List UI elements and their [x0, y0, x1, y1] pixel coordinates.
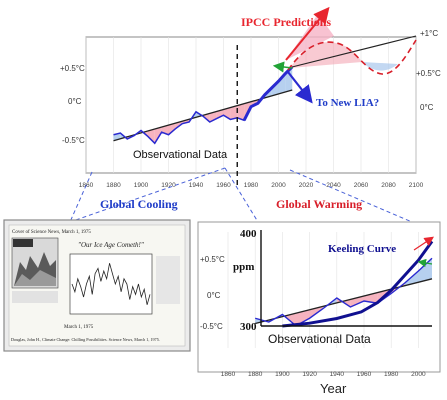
- bottom-chart: 400 300 ppm Keeling Curve Observational …: [197, 221, 441, 396]
- top-fill-segment: [237, 103, 245, 121]
- top-fill-segment: [223, 107, 231, 120]
- top-recent-warming-series: [242, 65, 294, 121]
- top-xtick-label-1900: 1900: [134, 182, 149, 189]
- top-ytick-label-1: 0°C: [68, 97, 82, 106]
- connector-right-1: [224, 167, 259, 223]
- top-xtick-label-1980: 1980: [244, 182, 259, 189]
- bottom-xtick-label-1900: 1900: [275, 371, 290, 378]
- new-lia-label: To New LIA?: [316, 97, 379, 109]
- green-trend-arrow: [272, 61, 293, 73]
- connector-left-1: [69, 167, 226, 223]
- lia-warm-fill: [290, 42, 362, 68]
- bottom-xtick-label-1860: 1860: [221, 371, 236, 378]
- green-mini-arrow: [417, 258, 433, 268]
- bottom-fill-segment: [418, 258, 432, 283]
- top-xtick-label-2020: 2020: [299, 182, 314, 189]
- clipping-footer: Douglas, John H., Climate Change: Chilli…: [11, 337, 160, 343]
- top-xtick-label-2060: 2060: [354, 182, 369, 189]
- keeling-curve-series: [282, 240, 434, 328]
- top-ytick-label-2: -0.5°C: [62, 136, 85, 145]
- bottom-ytick-label-0: +0.5°C: [200, 255, 225, 264]
- global-cooling-label: Global Cooling: [100, 197, 178, 211]
- global-warming-label: Global Warming: [276, 197, 362, 211]
- keeling-curve-label: Keeling Curve: [328, 243, 396, 255]
- bottom-xlabel: Year: [320, 381, 347, 396]
- co2-tick-300: 300: [240, 321, 257, 333]
- co2-tick-400: 400: [240, 228, 257, 240]
- top-xtick-label-2040: 2040: [326, 182, 341, 189]
- top-xtick-label-1880: 1880: [106, 182, 121, 189]
- ipcc-mini-arrow: [413, 236, 434, 251]
- ppm-label: ppm: [233, 261, 254, 273]
- clipping-title: "Our Ice Age Cometh!": [78, 241, 144, 249]
- bottom-xtick-label-1960: 1960: [357, 371, 372, 378]
- top-xtick-label-2100: 2100: [409, 182, 424, 189]
- mini-chart-note: [156, 256, 180, 304]
- top-observational-label: Observational Data: [133, 149, 228, 161]
- top-fill-segment: [278, 73, 286, 94]
- top-xtick-label-2000: 2000: [271, 182, 286, 189]
- top-xtick-label-2080: 2080: [381, 182, 396, 189]
- connector-right-2: [289, 169, 413, 223]
- connector-left-2: [69, 171, 93, 223]
- top-fill-segment: [147, 129, 155, 144]
- bottom-xtick-label-1940: 1940: [330, 371, 345, 378]
- top-projection-trend: [291, 35, 417, 68]
- clipping-date: March 1, 1975: [64, 325, 94, 330]
- top-fill-segment: [168, 123, 176, 135]
- top-fill-segment: [216, 109, 224, 119]
- bottom-fill-segment: [296, 309, 310, 326]
- top-right-ytick-label-1: +0.5°C: [416, 69, 441, 78]
- ipcc-arrow: [285, 6, 330, 61]
- lia-arrow: [287, 71, 313, 104]
- ipcc-predictions-label: IPCC Predictions: [241, 15, 331, 29]
- bottom-xtick-label-1920: 1920: [302, 371, 317, 378]
- bottom-gridlines: [227, 232, 419, 348]
- top-x-tick-labels: 1860188019001920194019601980200020202040…: [79, 182, 424, 189]
- magazine-cover-ice: [14, 270, 56, 286]
- top-xtick-label-1920: 1920: [161, 182, 176, 189]
- bottom-x-tick-labels: 1860 1880 1900 1920 1940 1960 1980 2000: [221, 371, 426, 378]
- bottom-ytick-label-2: -0.5°C: [200, 322, 223, 331]
- bottom-xtick-label-1980: 1980: [384, 371, 399, 378]
- top-chart: 1860188019001920194019601980200020202040…: [60, 6, 441, 189]
- mini-temperature-series: [71, 263, 151, 305]
- lia-prediction-curve: [287, 39, 417, 75]
- lia-cool-fill: [362, 62, 398, 71]
- clipping-caption-lines: [12, 291, 58, 303]
- top-right-ytick-label-2: 0°C: [420, 103, 434, 112]
- bottom-xtick-label-1880: 1880: [248, 371, 263, 378]
- bottom-ytick-label-1: 0°C: [207, 291, 221, 300]
- top-ytick-label-0: +0.5°C: [60, 64, 85, 73]
- ipcc-prediction-cone: [286, 14, 334, 60]
- top-xtick-label-1960: 1960: [216, 182, 231, 189]
- magazine-masthead: [13, 239, 33, 247]
- top-right-ytick-label-0: +1°C: [420, 29, 438, 38]
- bottom-xtick-label-2000: 2000: [411, 371, 426, 378]
- mini-chart-frame: [69, 253, 153, 315]
- top-fill-segment: [230, 105, 238, 120]
- top-xtick-label-1940: 1940: [189, 182, 204, 189]
- bottom-chart-frame: [197, 221, 441, 373]
- bottom-observational-label: Observational Data: [268, 332, 371, 346]
- clipping-header: Cover of Science News, March 1, 1975: [12, 230, 91, 235]
- bottom-temperature-series: [255, 257, 433, 327]
- science-news-clipping: Cover of Science News, March 1, 1975 "Ou…: [3, 219, 191, 352]
